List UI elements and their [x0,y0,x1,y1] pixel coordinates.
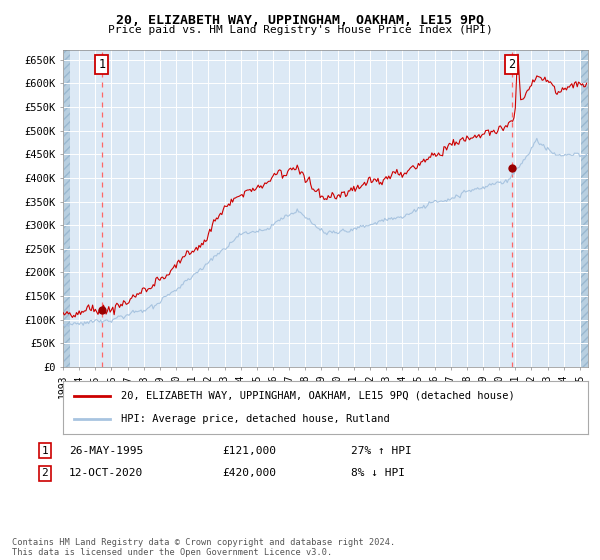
Text: 20, ELIZABETH WAY, UPPINGHAM, OAKHAM, LE15 9PQ (detached house): 20, ELIZABETH WAY, UPPINGHAM, OAKHAM, LE… [121,391,515,401]
Text: Contains HM Land Registry data © Crown copyright and database right 2024.
This d: Contains HM Land Registry data © Crown c… [12,538,395,557]
Text: 2: 2 [508,58,515,71]
Text: 20, ELIZABETH WAY, UPPINGHAM, OAKHAM, LE15 9PQ: 20, ELIZABETH WAY, UPPINGHAM, OAKHAM, LE… [116,14,484,27]
Text: £420,000: £420,000 [222,468,276,478]
Text: 1: 1 [98,58,106,71]
Text: 26-MAY-1995: 26-MAY-1995 [69,446,143,456]
Text: 1: 1 [41,446,49,456]
Bar [63,50,70,367]
Text: HPI: Average price, detached house, Rutland: HPI: Average price, detached house, Rutl… [121,414,389,424]
Text: Price paid vs. HM Land Registry's House Price Index (HPI): Price paid vs. HM Land Registry's House … [107,25,493,35]
Text: 27% ↑ HPI: 27% ↑ HPI [351,446,412,456]
Text: £121,000: £121,000 [222,446,276,456]
Text: 8% ↓ HPI: 8% ↓ HPI [351,468,405,478]
Bar [580,50,600,367]
Text: 12-OCT-2020: 12-OCT-2020 [69,468,143,478]
Text: 2: 2 [41,468,49,478]
